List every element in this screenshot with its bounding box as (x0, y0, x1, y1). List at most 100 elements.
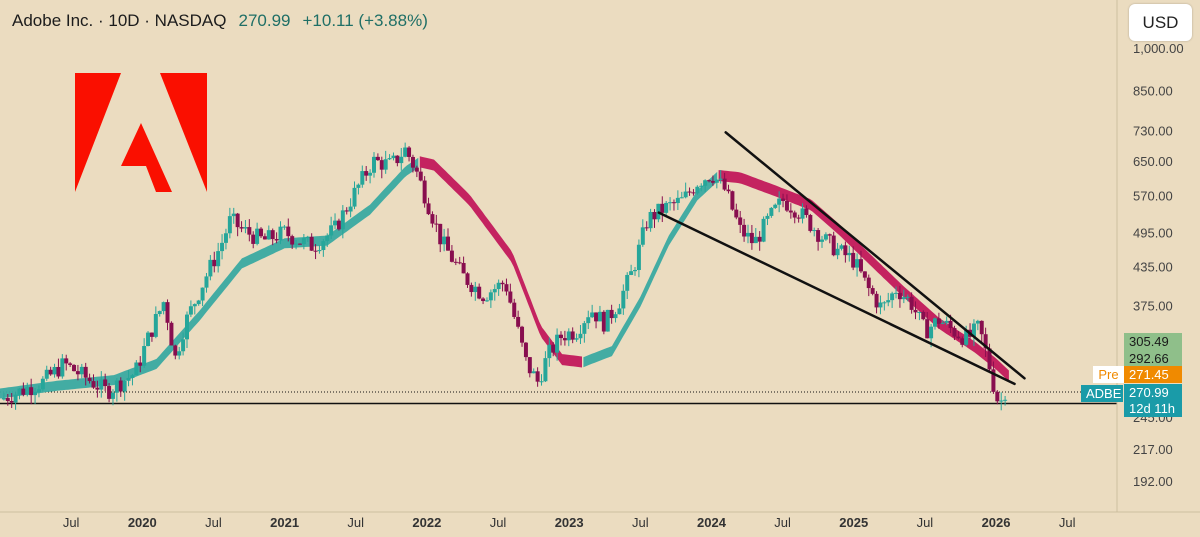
candle-body (134, 362, 139, 376)
x-tick-label: Jul (490, 515, 507, 530)
candle-body (453, 261, 458, 263)
candle-body (578, 333, 583, 339)
candle-body (749, 232, 754, 244)
candle-body (301, 238, 306, 245)
candle-body (371, 156, 376, 173)
candle-body (710, 180, 715, 183)
candle-body (668, 202, 673, 204)
candle-body (340, 210, 345, 230)
candle-body (473, 286, 478, 293)
candle-body (971, 323, 976, 337)
candle-body (683, 191, 688, 198)
candle-body (122, 380, 127, 392)
candle-body (917, 311, 922, 313)
x-tick-label: 2024 (697, 515, 727, 530)
candle-body (484, 300, 489, 302)
last-price: 270.99 (238, 11, 291, 30)
x-tick-label: Jul (632, 515, 649, 530)
candle-body (644, 227, 649, 229)
candle-body (297, 243, 302, 245)
candle-body (726, 189, 731, 192)
candle-body (364, 171, 369, 176)
candle-body (531, 371, 536, 374)
candle-body (594, 312, 599, 322)
candle-body (212, 259, 217, 267)
x-tick-label: Jul (63, 515, 80, 530)
ribbon-segment-up (583, 171, 718, 368)
candle-body (800, 208, 805, 219)
y-tick-label: 217.00 (1133, 442, 1173, 457)
y-tick-label: 650.00 (1133, 154, 1173, 169)
candle-body (843, 245, 848, 256)
candle-body (368, 172, 373, 176)
candle-body (882, 302, 887, 304)
candle-body (492, 289, 497, 293)
grid (0, 391, 1117, 405)
candle-body (290, 236, 295, 245)
candle-body (17, 388, 22, 395)
candle-body (601, 311, 606, 332)
candle-body (110, 392, 115, 399)
candle-body (9, 401, 14, 403)
symbol-header: Adobe Inc. · 10D · NASDAQ 270.99 +10.11 (+… (12, 11, 428, 31)
candle-body (29, 387, 34, 396)
candle-body (196, 300, 201, 305)
candle-body (426, 203, 431, 215)
candle-body (165, 302, 170, 323)
adobe-logo-icon (75, 73, 207, 192)
candle-body (72, 364, 77, 372)
candle-body (512, 302, 517, 317)
candle-body (395, 155, 400, 164)
candle-body (461, 262, 466, 274)
candle-body (734, 209, 739, 218)
candle-body (987, 348, 992, 370)
currency-button[interactable]: USD (1129, 4, 1192, 41)
time-axis: Jul 2020 Jul 2021 Jul 2022 Jul 2023 Jul 2024 Jul 20… (0, 511, 1200, 530)
candle-body (286, 226, 291, 237)
candle-body (130, 375, 135, 378)
candle-body (956, 336, 961, 339)
candle-body (496, 282, 501, 290)
candle-body (660, 203, 665, 213)
candle-body (816, 230, 821, 242)
candle-body (146, 332, 151, 347)
candle-body (621, 290, 626, 309)
trendline (657, 211, 1016, 386)
candle-body (48, 369, 53, 375)
x-tick-label: 2023 (555, 515, 584, 530)
candle-body (188, 306, 193, 315)
candle-body (44, 369, 49, 379)
candle-body (714, 179, 719, 183)
trendlines (657, 131, 1026, 386)
candle-body (932, 318, 937, 327)
candle-body (262, 236, 267, 240)
ticker-label: ADBE (1081, 385, 1123, 402)
candlestick-series (1, 142, 1008, 411)
candle-body (808, 214, 813, 231)
candle-body (960, 338, 965, 345)
candle-body (79, 366, 84, 375)
candle-body (913, 309, 918, 313)
candle-body (21, 388, 26, 395)
level-tag-305: 305.49 (1124, 333, 1182, 350)
candle-body (375, 156, 380, 161)
candle-body (56, 366, 61, 377)
trendline (724, 131, 1026, 380)
candle-body (851, 252, 856, 268)
y-tick-label: 570.00 (1133, 188, 1173, 203)
candle-body (870, 288, 875, 294)
candle-body (753, 236, 758, 244)
candle-body (204, 276, 209, 288)
candle-body (527, 357, 532, 374)
candle-body (278, 226, 283, 241)
candle-body (613, 314, 618, 319)
candle-body (442, 236, 447, 245)
candle-body (329, 225, 334, 236)
candle-body (149, 332, 154, 337)
candle-body (500, 282, 505, 285)
candle-body (629, 271, 634, 275)
price-axis: 1,000.00 850.00 730.00 650.00 570.00 495.00 43… (1116, 0, 1184, 512)
price-change: +10.11 (+3.88%) (302, 11, 428, 30)
candle-body (317, 250, 322, 252)
